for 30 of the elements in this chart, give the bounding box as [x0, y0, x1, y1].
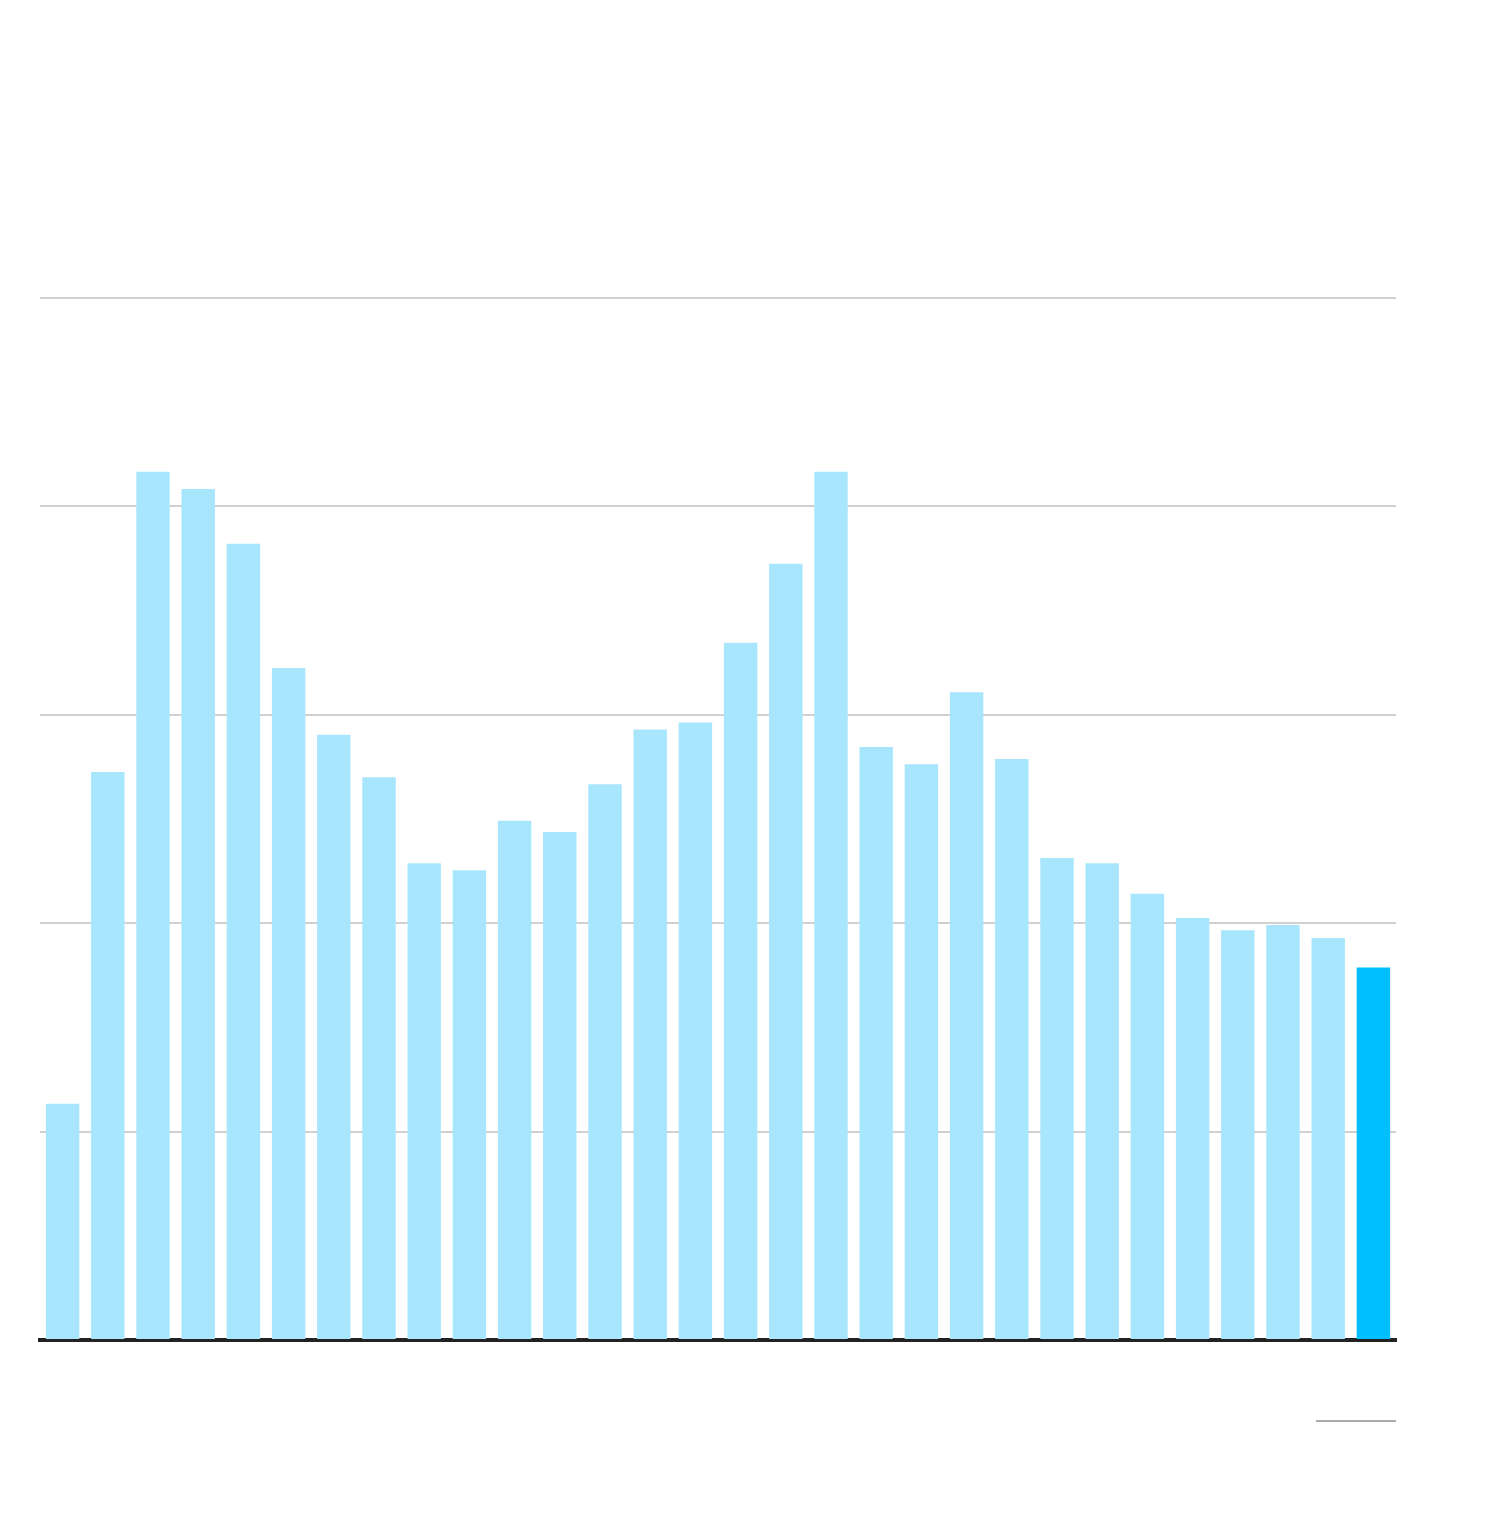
bar	[1040, 858, 1074, 1339]
bar	[723, 642, 758, 1339]
bar	[1356, 967, 1391, 1339]
bar	[859, 746, 893, 1339]
bar	[814, 471, 848, 1339]
bar	[271, 667, 306, 1339]
bar	[452, 870, 487, 1339]
bar	[769, 563, 803, 1339]
bar	[904, 764, 939, 1339]
bar	[1130, 893, 1165, 1339]
bar	[633, 729, 667, 1339]
bar	[362, 777, 396, 1339]
bar	[678, 722, 713, 1339]
bar	[1085, 863, 1119, 1339]
bar	[588, 784, 622, 1339]
bar	[949, 692, 984, 1339]
bar	[1175, 917, 1210, 1339]
bar	[317, 734, 351, 1339]
bar	[995, 759, 1029, 1339]
bar	[407, 863, 441, 1339]
bar	[1221, 930, 1255, 1339]
bar	[1311, 937, 1345, 1339]
bar	[543, 832, 577, 1339]
bar	[136, 471, 170, 1339]
bar	[91, 772, 125, 1339]
bar	[497, 820, 532, 1339]
bar	[1266, 924, 1300, 1339]
bar	[226, 543, 261, 1339]
bar	[45, 1103, 80, 1339]
bar	[181, 489, 215, 1339]
